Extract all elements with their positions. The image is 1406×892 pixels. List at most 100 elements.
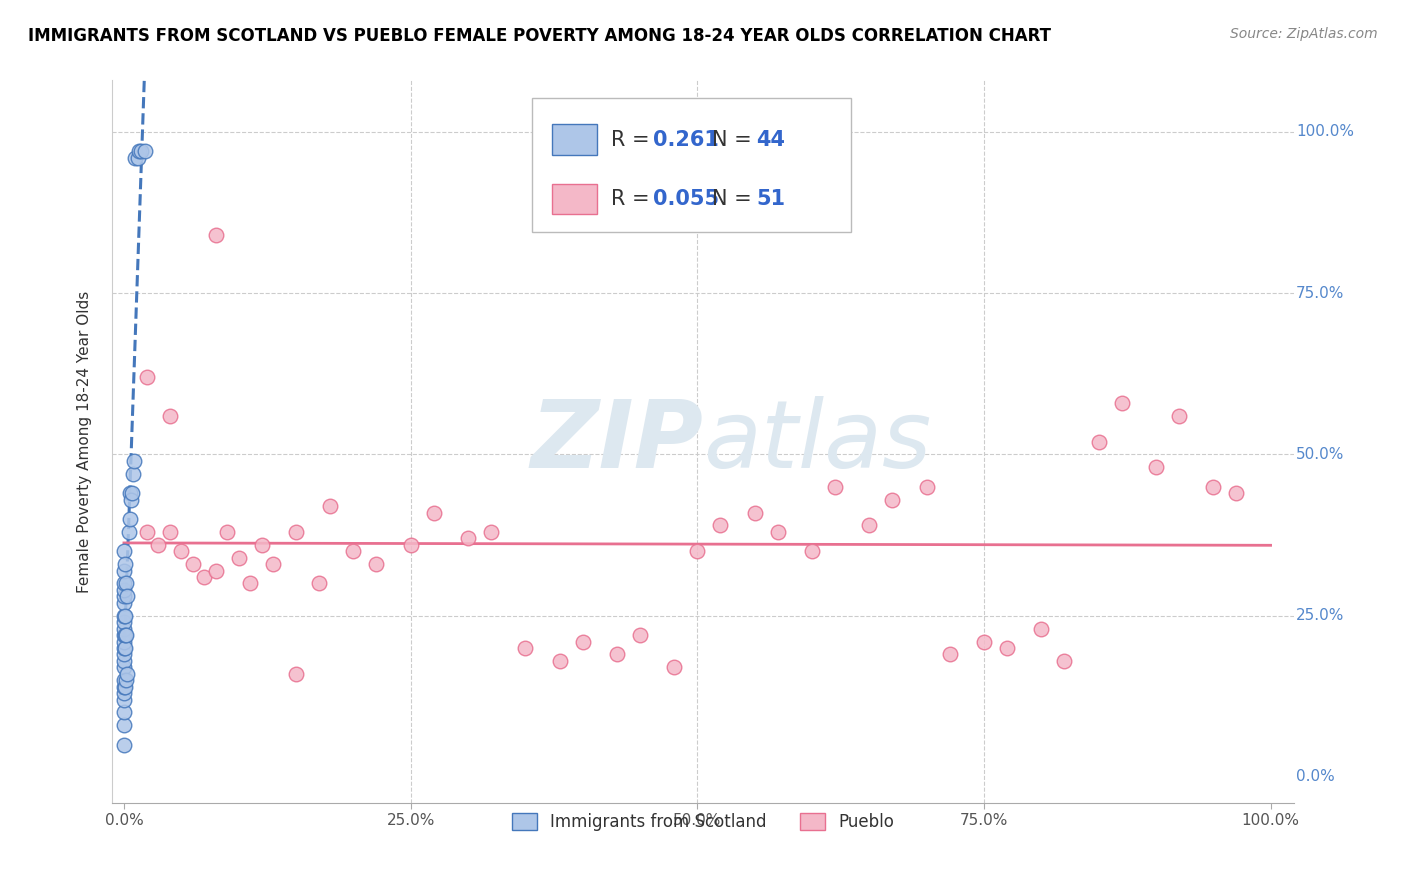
Point (117, 524, 139, 539)
Text: 0.0%: 0.0% (1296, 770, 1334, 784)
Point (228, 550, 250, 565)
Point (112, 608, 135, 623)
Point (571, 634, 593, 648)
Point (124, 151, 146, 165)
Point (134, 145, 156, 159)
Point (114, 628, 136, 642)
Point (112, 582, 135, 597)
Point (938, 648, 960, 662)
Point (262, 557, 284, 571)
Point (995, 640, 1018, 655)
Point (117, 666, 139, 681)
Point (709, 518, 731, 533)
Text: R =: R = (610, 189, 657, 209)
Point (1202, 480, 1225, 494)
Point (112, 648, 135, 662)
Point (115, 628, 138, 642)
Point (121, 486, 143, 500)
Point (1225, 486, 1247, 500)
Point (112, 718, 135, 732)
Text: 44: 44 (756, 129, 785, 150)
Point (284, 524, 307, 539)
Point (204, 564, 226, 578)
Point (112, 738, 135, 752)
Text: N =: N = (713, 129, 759, 150)
Point (127, 151, 149, 165)
Point (515, 640, 537, 655)
Text: 100.0%: 100.0% (1296, 124, 1354, 139)
Point (239, 576, 262, 591)
Text: 75.0%: 75.0% (1296, 285, 1344, 301)
Point (664, 660, 686, 674)
Point (112, 564, 135, 578)
Point (112, 654, 135, 668)
Point (217, 524, 239, 539)
Point (1167, 409, 1189, 423)
Point (422, 506, 444, 520)
Text: R =: R = (610, 129, 657, 150)
Point (159, 524, 181, 539)
Point (1111, 396, 1133, 410)
Point (915, 480, 938, 494)
Point (112, 686, 135, 700)
Point (112, 628, 135, 642)
Point (112, 622, 135, 636)
Point (308, 576, 330, 591)
Text: 51: 51 (756, 189, 786, 209)
Point (118, 486, 141, 500)
Point (973, 634, 995, 648)
Point (112, 590, 135, 604)
Point (193, 570, 215, 584)
Point (117, 590, 139, 604)
Y-axis label: Female Poverty Among 18-24 Year Olds: Female Poverty Among 18-24 Year Olds (77, 291, 91, 592)
Text: 0.261: 0.261 (654, 129, 720, 150)
Point (1053, 654, 1076, 668)
Point (800, 544, 823, 558)
Point (744, 506, 766, 520)
Text: IMMIGRANTS FROM SCOTLAND VS PUEBLO FEMALE POVERTY AMONG 18-24 YEAR OLDS CORRELAT: IMMIGRANTS FROM SCOTLAND VS PUEBLO FEMAL… (28, 27, 1052, 45)
Legend: Immigrants from Scotland, Pueblo: Immigrants from Scotland, Pueblo (505, 806, 901, 838)
Point (1087, 434, 1109, 449)
Point (882, 492, 904, 507)
Point (606, 648, 628, 662)
Point (319, 499, 342, 513)
Text: atlas: atlas (703, 396, 931, 487)
Point (114, 557, 136, 571)
Text: Source: ZipAtlas.com: Source: ZipAtlas.com (1230, 27, 1378, 41)
FancyBboxPatch shape (551, 184, 596, 214)
Point (122, 454, 145, 468)
Point (122, 467, 145, 481)
Point (399, 538, 422, 552)
Point (548, 654, 571, 668)
Point (148, 538, 170, 552)
Text: 0.055: 0.055 (654, 189, 720, 209)
Point (114, 680, 136, 694)
Point (284, 666, 307, 681)
Point (112, 576, 135, 591)
Text: 25.0%: 25.0% (1296, 608, 1344, 624)
Point (135, 524, 157, 539)
Point (366, 557, 388, 571)
Point (766, 524, 789, 539)
Point (112, 615, 135, 630)
Point (120, 492, 142, 507)
FancyBboxPatch shape (531, 98, 851, 232)
Point (114, 608, 136, 623)
Point (858, 518, 880, 533)
Point (181, 557, 204, 571)
Point (457, 531, 479, 545)
Point (1031, 622, 1053, 636)
Point (112, 660, 135, 674)
Point (342, 544, 364, 558)
Point (135, 370, 157, 384)
Point (112, 680, 135, 694)
Point (112, 673, 135, 688)
Point (128, 145, 150, 159)
Text: 50.0%: 50.0% (1296, 447, 1344, 462)
Point (112, 640, 135, 655)
Point (112, 692, 135, 706)
Point (114, 640, 136, 655)
Point (170, 544, 193, 558)
Point (118, 512, 141, 526)
Point (115, 673, 138, 688)
